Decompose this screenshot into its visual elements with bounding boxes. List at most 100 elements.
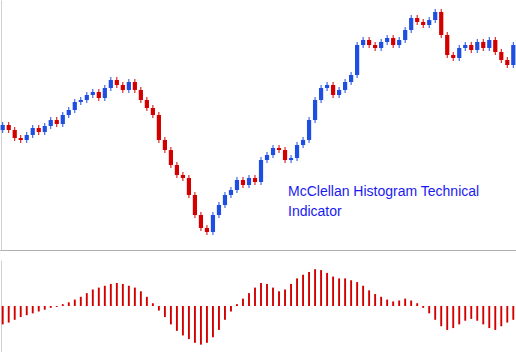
- candle: [451, 52, 455, 61]
- candle: [379, 39, 383, 51]
- candle: [409, 15, 413, 33]
- candle-body: [379, 42, 383, 48]
- candle: [193, 192, 197, 218]
- candle: [355, 42, 359, 78]
- candle-body: [373, 45, 377, 48]
- candle-body: [79, 100, 83, 102]
- histogram-bar: [272, 288, 274, 306]
- candle-body: [307, 120, 311, 140]
- candle-body: [283, 150, 287, 160]
- candle: [121, 82, 125, 93]
- candle: [433, 9, 437, 23]
- candle-body: [313, 100, 317, 120]
- histogram-bar: [170, 306, 172, 324]
- histogram-bar: [266, 284, 268, 306]
- candle-body: [439, 12, 443, 35]
- candle-body: [181, 175, 185, 178]
- histogram-bar: [98, 288, 100, 306]
- candle: [109, 77, 113, 91]
- candle-body: [49, 120, 53, 126]
- candle: [493, 37, 497, 55]
- candle-body: [223, 195, 227, 205]
- candle: [319, 85, 323, 103]
- candle: [505, 57, 509, 68]
- candle-body: [457, 48, 461, 58]
- candle: [37, 125, 41, 135]
- candle-body: [229, 190, 233, 195]
- candle-body: [73, 102, 77, 110]
- histogram-bar: [308, 272, 310, 306]
- candle-body: [337, 90, 341, 95]
- candle-body: [451, 55, 455, 58]
- candle: [385, 35, 389, 45]
- candle: [283, 147, 287, 163]
- candle-body: [235, 180, 239, 190]
- candle: [73, 99, 77, 113]
- histogram-bar: [434, 306, 436, 320]
- candle: [499, 49, 503, 63]
- histogram-bar: [422, 306, 424, 308]
- candle: [511, 42, 515, 68]
- candle: [331, 82, 335, 98]
- candle: [55, 117, 59, 127]
- candle-body: [25, 135, 29, 140]
- candle: [301, 137, 305, 148]
- histogram-bar: [140, 291, 142, 306]
- candle: [91, 89, 95, 98]
- histogram-bar: [242, 299, 244, 306]
- candle: [103, 85, 107, 101]
- candle: [241, 177, 245, 188]
- candle: [187, 175, 191, 198]
- candle-body: [241, 180, 245, 185]
- candle-body: [505, 60, 509, 65]
- histogram-bar: [248, 293, 250, 306]
- candle: [139, 87, 143, 103]
- candle: [457, 45, 461, 61]
- candle-body: [115, 80, 119, 85]
- candle-body: [391, 38, 395, 45]
- candle: [253, 175, 257, 185]
- histogram-bar: [260, 283, 262, 306]
- candle: [85, 92, 89, 103]
- candle-body: [277, 148, 281, 150]
- histogram-bar: [38, 306, 40, 312]
- candle: [397, 37, 401, 48]
- candle: [115, 77, 119, 88]
- chart-canvas: McClellan Histogram TechnicalIndicator: [0, 0, 516, 352]
- candle-body: [193, 195, 197, 215]
- histogram-bar: [212, 306, 214, 337]
- candle-body: [493, 40, 497, 52]
- histogram-bar: [8, 306, 10, 323]
- candle: [373, 42, 377, 51]
- candle-body: [151, 108, 155, 115]
- histogram-bar: [494, 306, 496, 330]
- candle-body: [91, 92, 95, 95]
- candle: [415, 15, 419, 25]
- candle-body: [253, 178, 257, 182]
- candle: [151, 105, 155, 118]
- candle: [205, 225, 209, 235]
- histogram-bar: [218, 306, 220, 330]
- histogram-bar: [32, 306, 34, 313]
- candle: [265, 152, 269, 163]
- candle: [169, 147, 173, 168]
- histogram-bar: [290, 284, 292, 306]
- candle: [19, 135, 23, 143]
- candle-body: [43, 126, 47, 132]
- histogram-bar: [350, 280, 352, 306]
- histogram-bar: [44, 306, 46, 310]
- candle-body: [13, 130, 17, 138]
- candle: [217, 202, 221, 218]
- histogram-bar: [344, 278, 346, 306]
- histogram-bar: [416, 303, 418, 306]
- histogram-bar: [326, 273, 328, 306]
- histogram-bar: [332, 277, 334, 306]
- candle-body: [121, 85, 125, 90]
- candle-body: [295, 145, 299, 158]
- histogram-bar: [116, 283, 118, 306]
- candle: [463, 42, 467, 51]
- candle-body: [265, 155, 269, 160]
- candle: [31, 125, 35, 138]
- candle-body: [343, 82, 347, 90]
- histogram-bar: [68, 302, 70, 306]
